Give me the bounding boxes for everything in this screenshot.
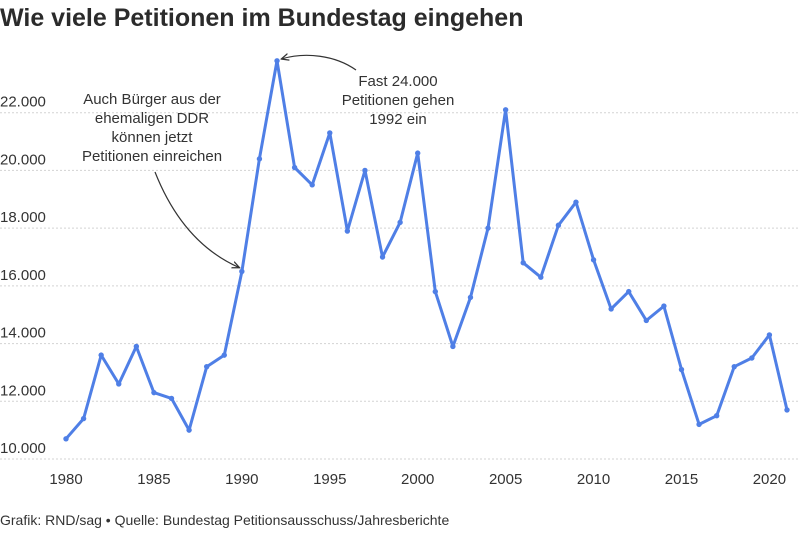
x-tick-label: 2020: [753, 471, 786, 488]
data-point: [98, 352, 104, 358]
data-point: [590, 257, 597, 263]
data-point: [256, 156, 263, 162]
y-tick-label: 10.000: [0, 440, 46, 457]
data-point: [749, 355, 755, 361]
data-point: [327, 130, 333, 136]
data-point: [309, 182, 315, 188]
data-point: [538, 274, 544, 280]
x-tick-label: 2005: [489, 471, 522, 488]
data-point: [784, 407, 790, 413]
data-point: [63, 436, 69, 442]
data-point: [186, 427, 192, 433]
data-point: [573, 199, 579, 205]
y-tick-label: 14.000: [0, 325, 46, 342]
annotation-peak-text: Petitionen gehen: [342, 92, 455, 109]
data-point: [555, 222, 562, 228]
data-point: [168, 395, 175, 402]
data-point: [485, 225, 491, 231]
annotation-peak-text: Fast 24.000: [358, 73, 437, 90]
data-point: [397, 219, 403, 226]
y-tick-label: 22.000: [0, 94, 46, 111]
y-axis-ticks: 10.000 12.000 14.000 16.000 18.000 20.000 22.0…: [0, 94, 46, 457]
y-tick-label: 16.000: [0, 267, 46, 284]
data-point: [661, 303, 667, 309]
data-point: [221, 352, 227, 358]
data-point: [731, 363, 737, 370]
annotation-ddr-text: Petitionen einreichen: [82, 148, 222, 165]
chart-title: Wie viele Petitionen im Bundestag eingeh…: [0, 4, 524, 32]
x-tick-label: 1980: [49, 471, 82, 488]
data-point: [415, 150, 421, 156]
data-point: [467, 294, 474, 301]
data-point: [203, 363, 210, 370]
data-point: [502, 107, 509, 113]
data-point: [379, 254, 386, 260]
data-point: [450, 343, 456, 350]
annotation-peak-text: 1992 ein: [369, 111, 427, 128]
annotations: Auch Bürger aus der ehemaligen DDR können …: [82, 55, 454, 267]
y-tick-label: 18.000: [0, 209, 46, 226]
data-point: [151, 389, 157, 396]
data-point: [432, 288, 438, 295]
data-point: [80, 415, 87, 422]
x-tick-label: 1995: [313, 471, 346, 488]
annotation-ddr-arrow: [154, 171, 239, 267]
data-point: [678, 366, 685, 373]
data-point: [274, 58, 280, 64]
data-point: [520, 260, 526, 266]
data-point: [291, 164, 298, 171]
data-point: [608, 306, 614, 312]
data-point: [344, 228, 351, 234]
gridlines: [0, 112, 800, 460]
y-tick-label: 12.000: [0, 382, 46, 399]
x-tick-label: 1985: [137, 471, 170, 488]
x-tick-label: 2015: [665, 471, 698, 488]
data-point: [116, 381, 122, 387]
data-point: [766, 332, 773, 338]
y-tick-label: 20.000: [0, 151, 46, 168]
data-point: [713, 413, 720, 419]
x-axis-ticks: 1980 1985 1990 1995 2000 2005 2010 2015 2020: [49, 471, 786, 488]
x-tick-label: 2010: [577, 471, 610, 488]
annotation-ddr-text: können jetzt: [112, 129, 194, 146]
data-point: [643, 317, 650, 324]
annotation-ddr-text: Auch Bürger aus der: [83, 91, 221, 108]
data-point: [133, 343, 140, 350]
source-note: Grafik: RND/sag • Quelle: Bundestag Peti…: [0, 512, 450, 528]
data-point: [696, 421, 702, 428]
series-line: [64, 59, 789, 440]
annotation-ddr-text: ehemaligen DDR: [95, 110, 209, 127]
x-tick-label: 2000: [401, 471, 434, 488]
data-point: [626, 288, 632, 295]
data-points: [63, 58, 790, 442]
data-point: [239, 268, 245, 275]
annotation-peak-arrow: [282, 55, 357, 71]
data-point: [362, 167, 368, 174]
x-tick-label: 1990: [225, 471, 258, 488]
